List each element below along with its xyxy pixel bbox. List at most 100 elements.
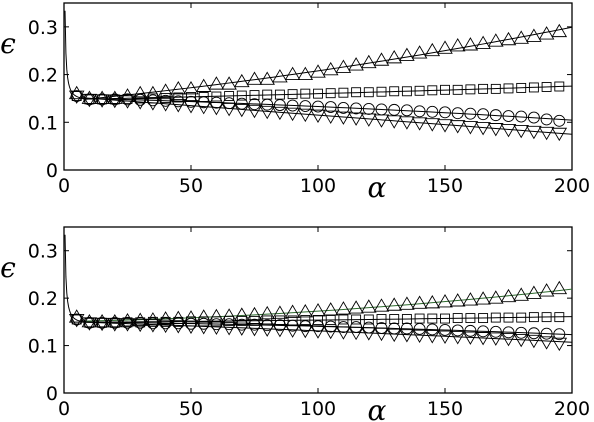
x-tick-label: 0 — [58, 175, 70, 197]
data-point-triangle-down — [221, 102, 237, 117]
data-point-triangle-up — [500, 31, 517, 46]
data-point-triangle-down — [335, 111, 352, 125]
data-point-square — [325, 88, 336, 99]
data-point-triangle-up — [221, 76, 237, 90]
data-point-triangle-down — [208, 102, 225, 116]
data-point-triangle-up — [157, 311, 174, 325]
y-tick-label: 0.2 — [28, 65, 58, 87]
data-point-triangle-up — [246, 306, 263, 321]
data-point-triangle-up — [335, 301, 352, 315]
data-point-circle — [273, 99, 286, 112]
data-point-square — [465, 313, 476, 324]
data-point-triangle-down — [170, 320, 187, 334]
data-point-triangle-down — [107, 318, 123, 332]
data-point-square — [503, 312, 514, 323]
data-point-triangle-up — [361, 299, 377, 313]
data-point-triangle-down — [348, 326, 364, 341]
data-point-circle — [134, 316, 147, 329]
data-point-circle — [451, 324, 464, 337]
data-point-square — [376, 314, 387, 324]
data-point-triangle-down — [386, 115, 402, 129]
data-point-triangle-down — [68, 90, 85, 104]
data-point-triangle-up — [68, 309, 85, 323]
data-point-circle — [261, 319, 274, 332]
data-point-square — [465, 84, 476, 95]
data-point-circle — [527, 111, 540, 124]
y-axis-label: ϵ — [0, 27, 16, 60]
fit-line-square — [84, 316, 572, 323]
data-point-circle — [324, 101, 337, 113]
data-point-circle — [70, 90, 83, 102]
data-point-triangle-down — [272, 106, 288, 121]
data-point-triangle-down — [310, 325, 326, 339]
y-tick-label: 0.2 — [28, 288, 58, 310]
data-point-square — [389, 314, 400, 324]
y-tick-label: 0.1 — [28, 112, 58, 134]
data-point-triangle-up — [94, 90, 110, 104]
data-point-triangle-up — [348, 300, 364, 314]
data-point-triangle-up — [462, 292, 479, 306]
data-point-square — [338, 87, 349, 98]
data-point-circle — [439, 323, 451, 336]
data-point-triangle-down — [437, 330, 453, 344]
data-point-triangle-up — [259, 305, 275, 320]
data-point-square — [211, 91, 222, 102]
data-point-square — [287, 89, 298, 100]
data-point-triangle-up — [437, 294, 453, 308]
data-point-circle — [515, 326, 528, 339]
data-point-triangle-down — [373, 114, 390, 128]
data-point-triangle-down — [513, 124, 529, 139]
data-point-circle — [413, 323, 426, 335]
data-point-triangle-down — [424, 330, 441, 344]
data-point-square — [478, 313, 489, 324]
data-point-triangle-down — [449, 120, 466, 134]
data-point-triangle-down — [424, 118, 441, 132]
data-point-square — [414, 85, 425, 96]
data-point-square — [236, 90, 247, 101]
y-tick-label: 0 — [46, 160, 58, 182]
data-point-triangle-down — [259, 105, 275, 120]
data-point-triangle-down — [488, 332, 504, 346]
x-axis-label: α — [368, 394, 387, 422]
data-point-triangle-down — [183, 320, 199, 335]
initial-drop-curve — [64, 234, 83, 323]
data-point-triangle-up — [449, 38, 466, 52]
data-point-triangle-up — [500, 288, 517, 303]
data-point-triangle-up — [81, 90, 98, 104]
data-point-square — [338, 314, 349, 325]
data-point-triangle-down — [284, 324, 301, 338]
data-point-triangle-down — [437, 119, 453, 133]
data-point-triangle-down — [246, 104, 263, 119]
x-tick-label: 50 — [179, 398, 203, 420]
data-point-triangle-down — [500, 123, 517, 138]
data-point-triangle-down — [310, 109, 326, 124]
data-point-circle — [362, 102, 375, 115]
data-point-triangle-down — [297, 108, 314, 123]
plot-frame — [63, 226, 573, 394]
data-point-triangle-down — [411, 329, 428, 344]
fit-line-triangle-down — [84, 97, 572, 135]
data-point-triangle-up — [322, 302, 339, 316]
data-point-circle — [286, 99, 299, 112]
x-tick-label: 200 — [554, 175, 590, 197]
data-point-triangle-down — [94, 317, 110, 332]
data-point-square — [363, 87, 374, 98]
data-point-triangle-up — [373, 298, 390, 312]
data-point-triangle-up — [272, 69, 288, 83]
data-point-triangle-up — [513, 287, 529, 301]
data-point-circle — [172, 95, 185, 108]
y-tick-label: 0 — [46, 383, 58, 405]
chart-panel-bottom: 0 50 100 150 200 0 0.1 0.2 0.3 α ϵ — [0, 226, 590, 422]
data-point-triangle-up — [526, 28, 542, 42]
data-point-triangle-up — [170, 80, 187, 95]
data-point-square — [376, 86, 387, 97]
data-point-square — [490, 83, 501, 94]
data-point-triangle-down — [538, 126, 555, 141]
data-point-square — [516, 82, 527, 93]
data-point-triangle-up — [284, 66, 301, 81]
x-tick-label: 150 — [427, 398, 463, 420]
x-tick-label: 100 — [300, 175, 336, 197]
data-point-square — [427, 313, 438, 324]
data-point-circle — [553, 328, 566, 341]
